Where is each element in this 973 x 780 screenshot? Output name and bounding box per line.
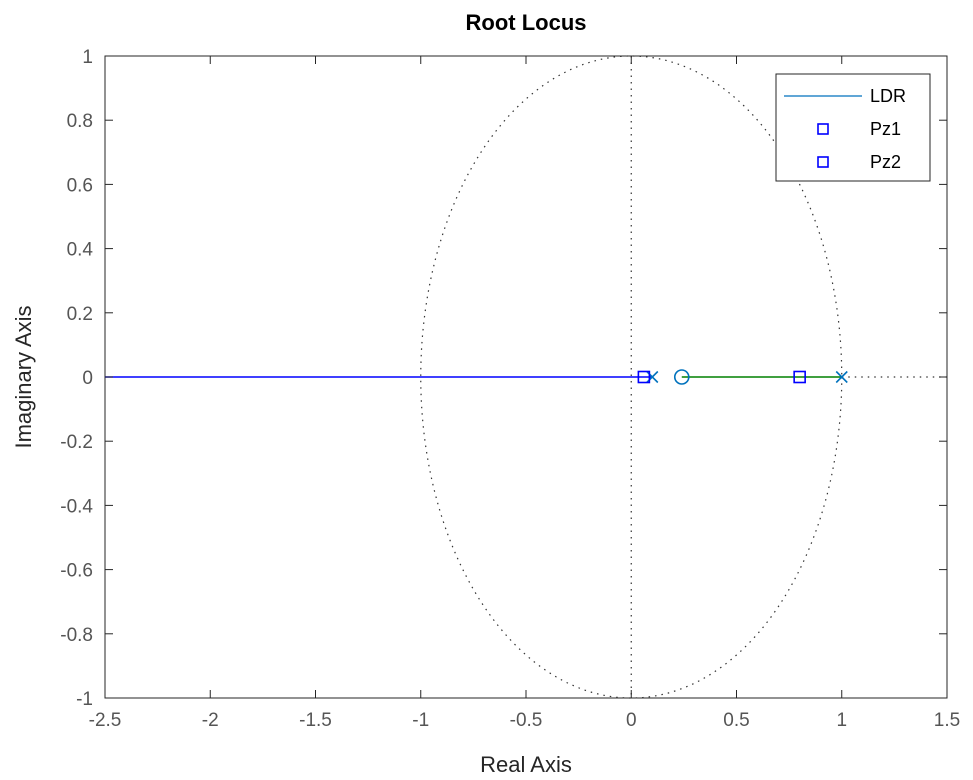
legend-label-pz2: Pz2 (870, 152, 901, 172)
series-point-pz2 (793, 370, 806, 384)
x-tick-label: -1 (412, 710, 429, 731)
y-tick-label: -0.6 (60, 561, 93, 582)
zero-marker (673, 369, 690, 385)
legend-label-ldr: LDR (870, 86, 906, 106)
pole-stroke (835, 370, 848, 384)
y-tick-label: -0.8 (60, 625, 93, 646)
y-tick-label: 0.2 (67, 304, 93, 325)
legend-square-swatch (817, 156, 829, 168)
x-tick-label: -0.5 (510, 710, 543, 731)
x-tick-label: 1.5 (934, 710, 960, 731)
x-axis-title: Real Axis (480, 752, 572, 777)
y-axis-title: Imaginary Axis (11, 305, 36, 448)
y-tick-label: -0.2 (60, 432, 93, 453)
y-tick-label: 0.4 (67, 240, 94, 261)
x-tick-label: 1 (836, 710, 847, 731)
axis-ticks: -2.5 -2 -1.5 -1 -0.5 0 0.5 1 1.5 1 0.8 0.6 0.4 0.2 0 -0… (60, 47, 960, 731)
x-tick-label: -2.5 (89, 710, 122, 731)
y-tick-label: 1 (82, 47, 93, 68)
series-point-pz1 (637, 370, 651, 384)
chart-title: Root Locus (466, 10, 587, 35)
y-tick-label: 0.6 (67, 175, 93, 196)
x-tick-label: 0 (626, 710, 637, 731)
x-tick-label: -1.5 (299, 710, 332, 731)
y-tick-label: -0.4 (60, 496, 93, 517)
legend-square-swatch (817, 123, 829, 135)
y-tick-label: 0 (82, 368, 93, 389)
legend-box (775, 73, 931, 182)
legend-label-pz1: Pz1 (870, 119, 901, 139)
x-tick-label: -2 (202, 710, 219, 731)
legend: LDR Pz1 Pz2 (775, 73, 931, 182)
y-tick-label: 0.8 (67, 111, 93, 132)
x-tick-label: 0.5 (723, 710, 749, 731)
y-tick-label: -1 (76, 689, 93, 710)
pole-marker (835, 370, 848, 384)
